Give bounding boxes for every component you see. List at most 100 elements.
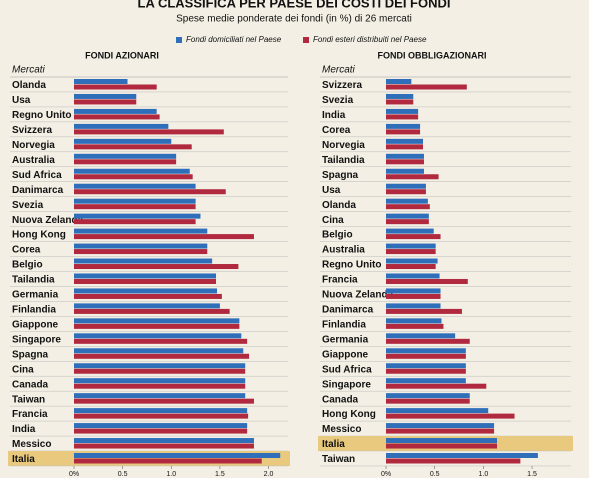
category-label: Italia [322,439,345,450]
category-header: Mercati [322,65,356,76]
x-tick-label: 1.0 [479,471,489,478]
category-label: Giappone [322,349,369,360]
category-label: Olanda [322,200,356,211]
x-tick-label: 0% [381,471,391,478]
category-label: Belgio [322,230,353,241]
bar [386,453,538,458]
bar [74,393,246,399]
bar [74,213,201,219]
bar [74,318,240,324]
bar [386,273,440,279]
category-label: Usa [12,95,31,106]
category-label: Norvegia [322,140,365,151]
bar [386,288,441,294]
bar [386,363,466,369]
category-label: Tailandia [12,275,55,286]
bar [386,308,462,314]
x-tick-label: 0% [69,471,79,478]
x-tick-label: 2.0 [264,471,274,478]
category-label: Singapore [322,379,371,390]
category-label: Taiwan [12,394,45,405]
bar [74,303,220,309]
category-label: Canada [322,394,359,405]
category-label: Hong Kong [322,409,376,420]
bar [74,293,222,299]
category-label: Tailandia [322,155,365,166]
highlight-row [318,436,573,451]
bar [74,114,160,120]
bar [386,423,495,429]
category-label: Nuova Zelanda [322,290,394,301]
x-tick-label: 1.0 [166,471,176,478]
bar [74,108,157,114]
category-label: Svizzera [12,125,52,136]
category-label: Francia [322,275,358,286]
bar [386,84,467,90]
bar [74,413,249,419]
bar [74,273,217,279]
bar [74,383,246,389]
bar [74,234,254,240]
bar [74,219,196,225]
category-label: Australia [322,245,365,256]
category-label: Sud Africa [12,170,62,181]
bar [386,318,442,324]
bar [386,228,434,234]
bar [74,123,169,129]
bar [386,368,466,374]
bar [74,288,217,294]
legend-label: Fondi domiciliati nel Paese [186,35,282,44]
bar [74,264,239,270]
bar [386,129,421,135]
x-tick-label: 0.5 [430,471,440,478]
bar [74,443,254,449]
category-label: Spagna [322,170,359,181]
bar [74,138,172,144]
bar [386,348,466,354]
bar [386,123,421,129]
bar [74,308,230,314]
bar [386,79,412,84]
bar [74,423,248,429]
bar [386,333,456,339]
category-label: Cina [12,364,34,375]
bar [74,183,196,189]
category-label: Canada [12,379,49,390]
category-label: Singapore [12,334,61,345]
category-label: Svezia [12,200,44,211]
bar [74,99,137,105]
bar [74,333,242,339]
bar [74,378,246,384]
category-label: Svizzera [322,80,362,91]
category-label: Regno Unito [12,110,71,121]
bar [74,368,246,374]
category-label: Hong Kong [12,230,66,241]
bar [74,93,137,99]
chart-title: FONDI AZIONARI [85,50,159,60]
category-label: Spagna [12,349,49,360]
bar [386,159,424,165]
category-label: Finlandia [322,319,366,330]
category-label: Norvegia [12,140,55,151]
category-label: Nuova Zelanda [12,215,84,226]
category-label: Cina [322,215,344,226]
category-label: Messico [12,439,51,450]
bar [74,348,244,354]
bar [74,79,128,84]
bar [74,258,213,264]
bar [386,383,487,389]
bar [386,303,441,309]
bar [386,93,414,99]
bar [386,189,426,195]
bar [74,84,157,90]
bar [74,438,254,444]
bar [74,243,208,249]
category-label: Danimarca [322,305,374,316]
legend-swatch [303,37,309,43]
bar [74,398,254,404]
bar [386,428,495,434]
bar [386,264,436,270]
bar [74,408,248,414]
x-tick-label: 0.5 [118,471,128,478]
